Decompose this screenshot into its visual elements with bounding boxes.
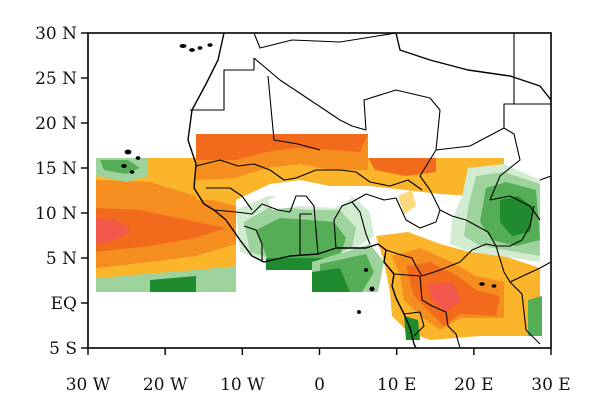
shaded-field: [96, 134, 542, 340]
field-band-atlantic-red: [96, 218, 132, 244]
field-band-atlantic-dark: [96, 208, 226, 252]
x-tick-label: 30 W: [66, 375, 111, 395]
field-band-sahel-dark: [196, 134, 368, 160]
field-east-white: [360, 192, 404, 226]
y-tick-label: 20 N: [35, 114, 77, 134]
x-tick-label: 20 W: [143, 375, 188, 395]
y-tick-label: 10 N: [35, 204, 77, 224]
field-gulf-white-core: [268, 188, 352, 210]
field-atlantic-darkgreen-south: [150, 276, 196, 292]
y-tick-label: 30 N: [35, 24, 77, 44]
field-east-darkgreen: [500, 196, 534, 236]
x-axis: 30 W 20 W 10 W 0 10 E 20 E 30 E: [66, 348, 571, 395]
field-southeast-green: [528, 296, 542, 336]
x-tick-label: 0: [314, 375, 325, 395]
country-borders: [190, 33, 551, 348]
y-tick-label: 15 N: [35, 159, 77, 179]
coastline: [187, 33, 551, 348]
islands: [121, 43, 497, 314]
y-tick-label: 5 S: [49, 339, 77, 359]
field-central-red: [428, 282, 462, 312]
field-band-east-dark: [368, 158, 436, 176]
x-tick-label: 10 W: [220, 375, 265, 395]
y-axis: 30 N 25 N 20 N 15 N 10 N 5 N EQ 5 S: [35, 24, 88, 359]
y-tick-label: EQ: [51, 294, 77, 314]
y-tick-label: 25 N: [35, 69, 77, 89]
field-gulf-green: [256, 218, 346, 262]
field-east-yellow: [398, 190, 416, 214]
field-south-gulf-darkest: [312, 268, 350, 292]
x-tick-label: 30 E: [531, 375, 570, 395]
field-atlantic-darkgreen-north: [100, 160, 140, 174]
x-tick-label: 20 E: [454, 375, 493, 395]
y-tick-label: 5 N: [46, 249, 77, 269]
x-tick-label: 10 E: [377, 375, 416, 395]
